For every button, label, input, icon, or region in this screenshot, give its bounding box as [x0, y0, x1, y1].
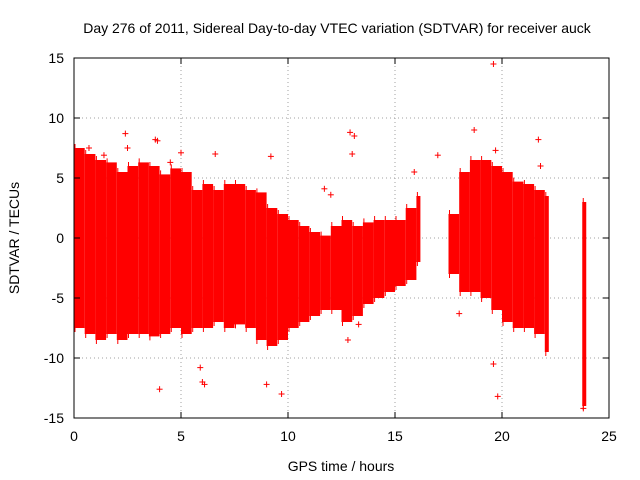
sdtvar-outlier-point: [122, 130, 129, 137]
sdtvar-range-segment: [255, 192, 267, 340]
y-tick-label: 5: [56, 170, 64, 186]
sdtvar-range-segment: [544, 196, 549, 352]
sdtvar-range-segment: [213, 190, 224, 322]
sdtvar-outlier-point: [167, 159, 174, 166]
sdtvar-outlier-point: [263, 381, 270, 388]
sdtvar-range-segment: [416, 196, 421, 262]
sdtvar-outlier-point: [411, 169, 418, 175]
sdtvar-range-segment: [266, 208, 278, 346]
sdtvar-outlier-point: [201, 381, 208, 388]
x-tick-label: 15: [387, 428, 403, 444]
sdtvar-outlier-point: [537, 163, 544, 169]
sdtvar-outlier-point: [535, 136, 542, 143]
sdtvar-outlier-point: [154, 137, 161, 144]
sdtvar-outlier-point: [456, 310, 463, 317]
sdtvar-outlier-point: [494, 393, 501, 400]
sdtvar-range-segment: [341, 220, 353, 322]
sdtvar-range-segment: [202, 184, 214, 328]
sdtvar-range-segment: [582, 202, 587, 406]
sdtvar-range-segment: [298, 226, 310, 322]
x-tick-label: 20: [494, 428, 510, 444]
sdtvar-outlier-point: [492, 147, 499, 154]
sdtvar-outlier-point: [344, 337, 351, 343]
sdtvar-range-segment: [405, 208, 417, 280]
sdtvar-range-segment: [534, 190, 545, 334]
x-tick-label: 10: [280, 428, 296, 444]
sdtvar-outlier-point: [471, 127, 478, 133]
sdtvar-range-segment: [309, 232, 321, 316]
sdtvar-outlier-point: [267, 338, 274, 345]
sdtvar-outlier-point: [434, 152, 441, 159]
sdtvar-outlier-point: [278, 391, 285, 397]
sdtvar-outlier-point: [267, 153, 274, 160]
y-tick-label: -5: [52, 290, 65, 306]
sdtvar-range-segment: [362, 222, 374, 304]
sdtvar-range-segment: [502, 172, 513, 322]
y-tick-label: 10: [48, 110, 64, 126]
sdtvar-outlier-point: [349, 151, 356, 157]
sdtvar-range-segment: [223, 184, 235, 328]
x-tick-label: 0: [70, 428, 78, 444]
sdtvar-range-segment: [523, 184, 535, 328]
sdtvar-outlier-point: [124, 145, 131, 151]
sdtvar-range-segment: [191, 190, 203, 328]
sdtvar-range-segment: [373, 220, 385, 298]
sdtvar-range-segment: [491, 166, 502, 310]
sdtvar-range-segment: [459, 172, 470, 292]
sdtvar-range-segment: [395, 220, 406, 286]
sdtvar-range-segment: [95, 160, 107, 340]
sdtvar-range-segment: [469, 160, 481, 292]
sdtvar-range-segment: [352, 226, 363, 316]
y-tick-labels: -15 -10 -5 0 5 10 15: [44, 50, 64, 426]
sdtvar-range-segment: [148, 166, 160, 337]
sdtvar-outlier-point: [580, 405, 587, 412]
axis-ticks: [73, 57, 610, 419]
sdtvar-outlier-point: [351, 133, 358, 139]
sdtvar-range-segment: [480, 160, 492, 298]
y-tick-label: -15: [44, 410, 64, 426]
sdtvar-range-segment: [277, 214, 288, 340]
y-tick-label: 15: [48, 50, 64, 66]
sdtvar-range-segment: [245, 190, 256, 328]
sdtvar-outlier-point: [321, 185, 328, 192]
sdtvar-outlier-point: [100, 152, 107, 159]
sdtvar-range-segment: [106, 162, 117, 334]
sdtvar-outlier-point: [347, 129, 354, 136]
y-tick-label: -10: [44, 350, 64, 366]
x-tick-label: 25: [601, 428, 617, 444]
sdtvar-range-segment: [181, 172, 192, 334]
sdtvar-range-segment: [512, 181, 524, 328]
sdtvar-range-segment: [84, 154, 96, 334]
sdtvar-range-segment: [138, 162, 149, 334]
y-tick-label: 0: [56, 230, 64, 246]
sdtvar-range-segment: [234, 184, 246, 325]
sdtvar-range-segment: [170, 168, 181, 328]
y-axis-label: SDTVAR / TECUs: [6, 182, 22, 294]
x-tick-labels: 0 5 10 15 20 25: [70, 428, 617, 444]
sdtvar-outlier-point: [197, 364, 204, 371]
sdtvar-range-segment: [127, 166, 139, 334]
sdtvar-range-segment: [116, 172, 128, 340]
sdtvar-range-segment: [159, 174, 171, 334]
x-tick-label: 5: [177, 428, 185, 444]
sdtvar-outlier-point: [490, 361, 497, 367]
sdtvar-outlier-point: [490, 61, 497, 67]
chart-title: Day 276 of 2011, Sidereal Day-to-day VTE…: [83, 20, 592, 36]
sdtvar-outlier-point: [355, 321, 362, 328]
sdtvar-outlier-point: [85, 145, 92, 151]
sdtvar-range-segment: [448, 214, 460, 274]
sdtvar-outlier-point: [178, 149, 184, 156]
data-layer: [74, 61, 587, 412]
sdtvar-range-segment: [320, 235, 331, 310]
sdtvar-range-segment: [384, 220, 395, 292]
sdtvar-outlier-point: [327, 191, 334, 198]
sdtvar-outlier-point: [156, 386, 163, 393]
sdtvar-outlier-point: [212, 151, 219, 157]
sdtvar-range-segment: [330, 226, 342, 310]
sdtvar-range-segment: [288, 220, 299, 328]
x-axis-label: GPS time / hours: [288, 458, 395, 474]
